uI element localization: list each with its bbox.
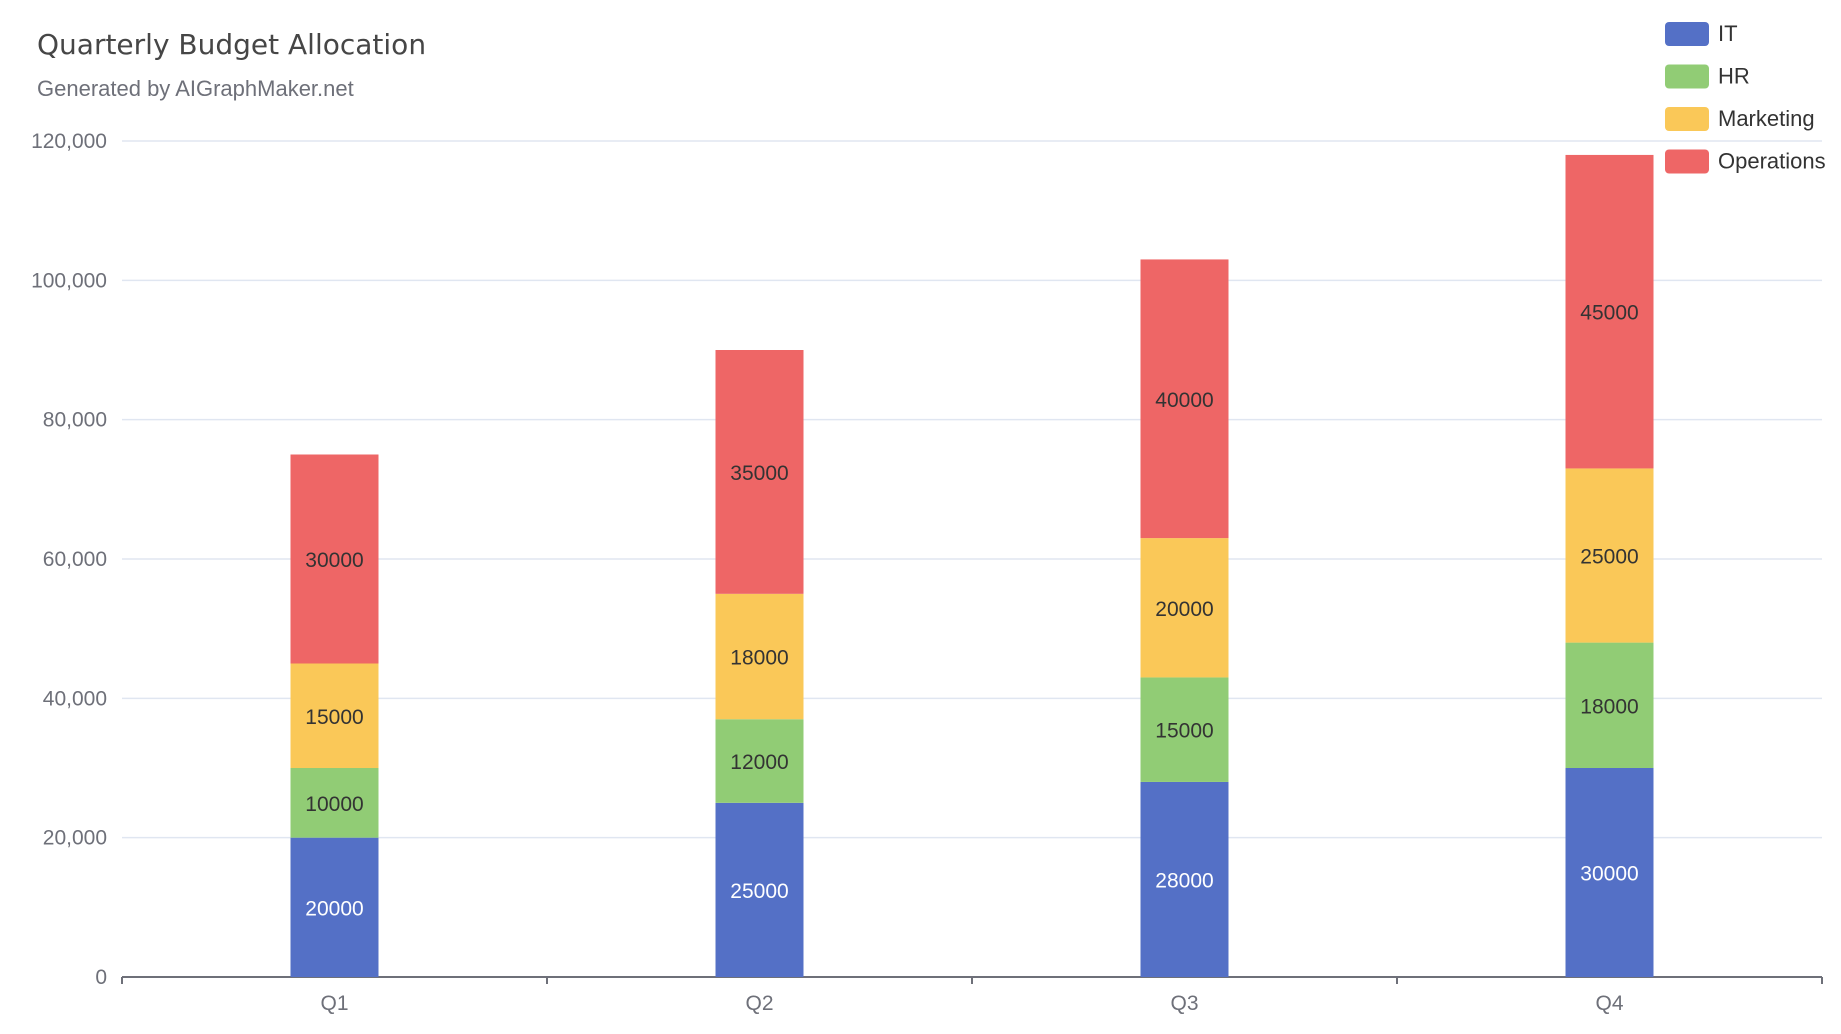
chart-title: Quarterly Budget Allocation [37,28,427,61]
legend-swatch-operations[interactable] [1665,149,1709,174]
bar-marketing-q3 [1140,538,1229,678]
y-tick-label: 0 [95,966,107,989]
data-label: 30000 [305,549,363,572]
y-tick-label: 20,000 [43,827,107,850]
data-label: 18000 [1580,695,1638,718]
bar-operations-q2 [715,350,804,594]
bar-it-q3 [1140,781,1229,977]
legend-label-it[interactable]: IT [1718,21,1738,46]
bar-operations-q4 [1565,154,1654,469]
bar-hr-q2 [715,719,804,803]
data-label: 30000 [1580,863,1638,886]
y-tick-label: 100,000 [31,269,107,292]
x-tick-label: Q3 [1170,992,1198,1015]
data-label: 20000 [305,897,363,920]
data-label: 35000 [730,462,788,485]
data-label: 40000 [1155,389,1213,412]
data-label: 25000 [1580,546,1638,569]
data-label: 10000 [305,793,363,816]
bar-it-q4 [1565,768,1654,977]
legend-label-hr[interactable]: HR [1718,64,1750,89]
bar-hr-q3 [1140,677,1229,782]
data-label: 20000 [1155,598,1213,621]
legend-swatch-hr[interactable] [1665,64,1709,89]
y-tick-label: 60,000 [43,548,107,571]
data-label: 18000 [730,647,788,670]
legend-label-marketing[interactable]: Marketing [1718,106,1815,131]
legend-swatch-it[interactable] [1665,22,1709,46]
data-label: 45000 [1580,302,1638,325]
legend-swatch-marketing[interactable] [1665,107,1709,131]
data-label: 25000 [730,880,788,903]
data-label: 12000 [730,751,788,774]
x-tick-label: Q4 [1595,992,1623,1015]
bar-operations-q3 [1140,259,1229,539]
chart-subtitle: Generated by AIGraphMaker.net [37,76,354,101]
bar-marketing-q1 [290,663,379,768]
y-tick-label: 80,000 [43,409,107,432]
data-label: 15000 [1155,720,1213,743]
data-label: 15000 [305,706,363,729]
x-tick-label: Q2 [745,992,773,1015]
bar-hr-q1 [290,768,379,838]
bar-hr-q4 [1565,642,1654,768]
bar-it-q2 [715,802,804,977]
x-tick-label: Q1 [320,992,348,1015]
data-label: 28000 [1155,869,1213,892]
legend-label-operations[interactable]: Operations [1718,149,1826,174]
y-tick-label: 40,000 [43,687,107,710]
bar-marketing-q2 [715,593,804,720]
bar-marketing-q4 [1565,468,1654,643]
bar-it-q1 [290,837,379,977]
bar-operations-q1 [290,454,379,664]
y-tick-label: 120,000 [31,130,107,153]
